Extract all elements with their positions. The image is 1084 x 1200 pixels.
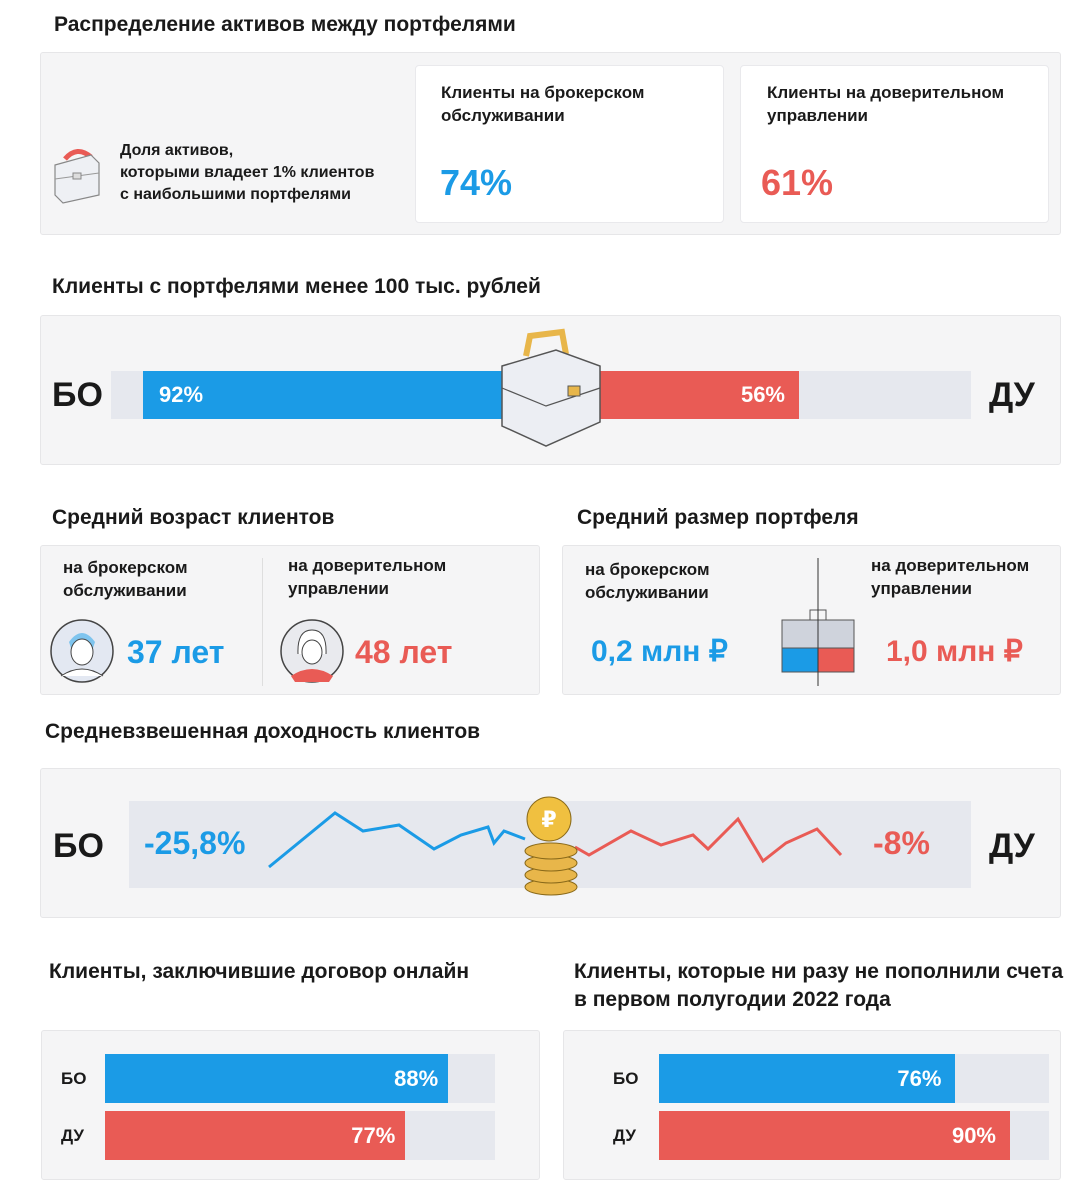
- stat-card-du: Клиенты на доверительном управлении 61%: [740, 65, 1049, 223]
- bo-caption: обслуживании: [63, 581, 187, 600]
- du-caption: управлении: [288, 579, 389, 598]
- asset-distribution-card: Доля активов, которыми владеет 1% клиент…: [40, 52, 1061, 235]
- du-label: ДУ: [989, 827, 1035, 865]
- stat-label: Клиенты на брокерском: [441, 83, 645, 102]
- svg-text:₽: ₽: [541, 808, 556, 833]
- bar-bo: 76%: [659, 1054, 956, 1103]
- section-title-age: Средний возраст клиентов: [52, 506, 335, 529]
- du-caption: на доверительном: [288, 556, 447, 575]
- category-label: ДУ: [61, 1126, 84, 1145]
- du-caption: управлении: [871, 579, 972, 598]
- divider: [262, 558, 263, 686]
- portfolio-bo: 0,2 млн ₽: [591, 635, 728, 668]
- du-caption: на доверительном: [871, 556, 1030, 575]
- bar-value: 76%: [897, 1065, 942, 1091]
- section-title-small-portfolios: Клиенты с портфелями менее 100 тыс. рубл…: [52, 275, 541, 298]
- age-du: 48 лет: [355, 634, 453, 670]
- desc-line: Доля активов,: [120, 142, 234, 159]
- bar-du: 77%: [105, 1111, 406, 1160]
- du-label: ДУ: [989, 376, 1035, 414]
- stat-value-bo: 74%: [440, 162, 513, 203]
- young-man-avatar-icon: [50, 619, 114, 683]
- portfolio-size-card: на брокерском обслуживании на доверительн…: [562, 545, 1061, 695]
- bar-track: 77%: [105, 1111, 495, 1160]
- portfolio-du: 1,0 млн ₽: [886, 635, 1023, 668]
- section-title-portfolio-size: Средний размер портфеля: [577, 506, 859, 529]
- no-topup-chart-card: БО ДУ 76% 90%: [563, 1030, 1061, 1180]
- online-chart-card: БО ДУ 88% 77%: [41, 1030, 540, 1180]
- bo-caption: на брокерском: [585, 560, 710, 579]
- bar-du: 90%: [659, 1111, 1010, 1160]
- desc-line: которыми владеет 1% клиентов: [120, 164, 375, 181]
- section-title-asset-distribution: Распределение активов между портфелями: [54, 13, 516, 36]
- older-woman-avatar-icon: [280, 619, 344, 683]
- category-label: ДУ: [613, 1126, 636, 1145]
- stat-label: управлении: [767, 106, 868, 125]
- category-label: БО: [61, 1069, 87, 1088]
- bar-value: 88%: [394, 1065, 439, 1091]
- bar-value: 77%: [351, 1122, 396, 1148]
- bar-track: 76%: [659, 1054, 1049, 1103]
- bo-label: БО: [53, 827, 104, 865]
- bar-bo: 92%: [143, 371, 563, 419]
- age-card: на брокерском обслуживании на доверительн…: [40, 545, 540, 695]
- bar-value: 90%: [951, 1122, 996, 1148]
- coin-stack-icon: ₽: [524, 796, 578, 896]
- small-portfolios-card: БО ДУ 92% 56%: [40, 315, 1061, 465]
- bar-track: 88%: [105, 1054, 495, 1103]
- category-label: БО: [613, 1069, 639, 1088]
- bo-caption: обслуживании: [585, 583, 709, 602]
- desc-line: с наибольшими портфелями: [120, 186, 351, 203]
- briefcase-icon: [54, 149, 100, 204]
- bar-du: 56%: [563, 371, 799, 419]
- split-briefcase-icon: [781, 558, 855, 686]
- bar-track: 90%: [659, 1111, 1049, 1160]
- bar-bo-value: 92%: [159, 382, 204, 407]
- stat-card-bo: Клиенты на брокерском обслуживании 74%: [415, 65, 724, 223]
- age-bo: 37 лет: [127, 634, 225, 670]
- yield-card: БО ДУ -25,8% -8% ₽: [40, 768, 1061, 918]
- stat-value-du: 61%: [761, 162, 834, 203]
- bo-caption: на брокерском: [63, 558, 188, 577]
- bar-bo: 88%: [105, 1054, 449, 1103]
- chart-title-online: Клиенты, заключившие договор онлайн: [49, 960, 470, 983]
- yield-line-bo: [268, 811, 526, 869]
- bo-label: БО: [52, 376, 103, 414]
- chart-title-no-topup: Клиенты, которые ни разу не пополнили сч…: [574, 960, 1063, 1011]
- bar-du-value: 56%: [740, 382, 785, 407]
- section-title-yield: Средневзвешенная доходность клиентов: [45, 720, 481, 743]
- yield-du: -8%: [873, 825, 930, 861]
- yield-line-du: [574, 816, 843, 864]
- stat-label: Клиенты на доверительном: [767, 83, 1005, 102]
- yield-line-chart: ₽: [268, 796, 843, 896]
- yield-bo: -25,8%: [144, 825, 246, 861]
- stat-label: обслуживании: [441, 106, 565, 125]
- briefcase-icon: [501, 328, 601, 447]
